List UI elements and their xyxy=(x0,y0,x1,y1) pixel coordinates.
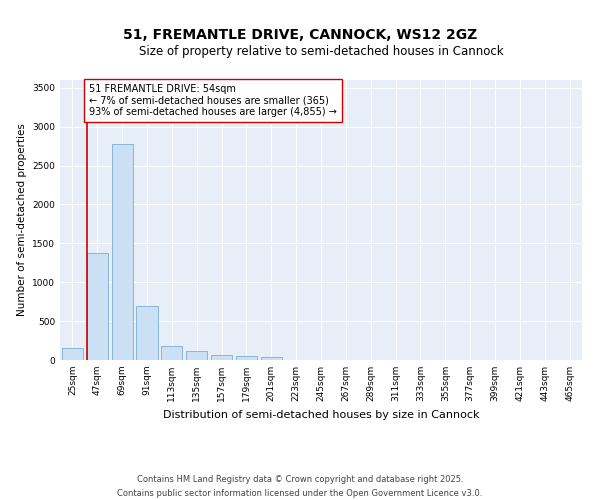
Title: Size of property relative to semi-detached houses in Cannock: Size of property relative to semi-detach… xyxy=(139,45,503,58)
Y-axis label: Number of semi-detached properties: Number of semi-detached properties xyxy=(17,124,26,316)
Bar xyxy=(87,252,108,360)
Text: 51, FREMANTLE DRIVE, CANNOCK, WS12 2GZ: 51, FREMANTLE DRIVE, CANNOCK, WS12 2GZ xyxy=(123,28,477,42)
Bar xyxy=(186,352,207,360)
Bar xyxy=(211,354,232,360)
Text: 51 FREMANTLE DRIVE: 54sqm
← 7% of semi-detached houses are smaller (365)
93% of : 51 FREMANTLE DRIVE: 54sqm ← 7% of semi-d… xyxy=(89,84,337,117)
Text: Contains HM Land Registry data © Crown copyright and database right 2025.
Contai: Contains HM Land Registry data © Crown c… xyxy=(118,476,482,498)
Bar xyxy=(112,144,133,360)
X-axis label: Distribution of semi-detached houses by size in Cannock: Distribution of semi-detached houses by … xyxy=(163,410,479,420)
Bar xyxy=(161,346,182,360)
Bar xyxy=(62,348,83,360)
Bar xyxy=(236,356,257,360)
Bar xyxy=(261,358,282,360)
Bar xyxy=(136,306,158,360)
